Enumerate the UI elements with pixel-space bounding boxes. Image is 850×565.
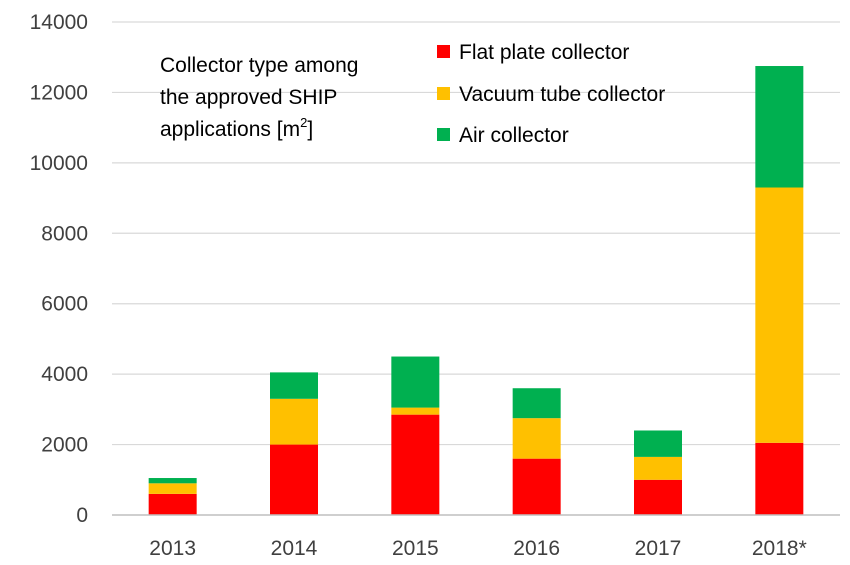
y-tick-label-4000: 4000 bbox=[41, 363, 88, 386]
legend-swatch-vacuum-tube bbox=[437, 87, 450, 100]
bar-vacuum-tube-collector-2014 bbox=[270, 398, 318, 445]
x-tick-label-2017: 2017 bbox=[635, 537, 682, 560]
legend-swatch-air bbox=[437, 128, 450, 141]
legend-label-air: Air collector bbox=[459, 124, 569, 147]
bar-air-collector-2016 bbox=[512, 388, 561, 419]
bar-vacuum-tube-collector-2017 bbox=[634, 456, 682, 480]
bar-flat-plate-collector-2018 bbox=[755, 442, 804, 515]
bar-flat-plate-collector-2016 bbox=[512, 458, 561, 515]
chart-title-superscript: 2 bbox=[300, 115, 307, 130]
y-tick-label-8000: 8000 bbox=[41, 222, 88, 245]
bar-air-collector-2013 bbox=[148, 478, 197, 484]
bar-vacuum-tube-collector-2015 bbox=[391, 407, 440, 415]
x-tick-label-2015: 2015 bbox=[392, 537, 439, 560]
bar-air-collector-2015 bbox=[391, 356, 440, 408]
bar-vacuum-tube-collector-2018 bbox=[755, 187, 804, 443]
bar-vacuum-tube-collector-2013 bbox=[148, 483, 197, 494]
chart-title-line-3: applications [m2] bbox=[160, 115, 313, 141]
bar-air-collector-2018 bbox=[755, 66, 804, 188]
y-tick-label-2000: 2000 bbox=[41, 434, 88, 457]
x-tick-label-2016: 2016 bbox=[513, 537, 560, 560]
legend-swatch-flat-plate bbox=[437, 45, 450, 58]
legend-label-flat-plate: Flat plate collector bbox=[459, 41, 629, 64]
legend: Flat plate collector Vacuum tube collect… bbox=[437, 41, 665, 147]
y-tick-label-12000: 12000 bbox=[30, 81, 88, 104]
y-tick-label-0: 0 bbox=[76, 504, 88, 527]
chart-title-line-3-text: applications [m bbox=[160, 118, 300, 141]
bar-air-collector-2017 bbox=[634, 430, 682, 457]
x-tick-label-2018: 2018* bbox=[752, 537, 807, 560]
chart-title-line-3-end: ] bbox=[307, 118, 313, 141]
legend-label-vacuum-tube: Vacuum tube collector bbox=[459, 83, 665, 106]
axis-layer: 0 2000 4000 6000 8000 10000 12000 14000 2013 2014… bbox=[30, 11, 840, 560]
x-tick-label-2014: 2014 bbox=[271, 537, 318, 560]
chart-title-line-2: the approved SHIP bbox=[160, 86, 337, 109]
bar-flat-plate-collector-2017 bbox=[634, 479, 682, 515]
bar-flat-plate-collector-2015 bbox=[391, 414, 440, 515]
chart-title-line-1: Collector type among bbox=[160, 54, 358, 77]
chart-title: Collector type among the approved SHIP a… bbox=[160, 54, 358, 141]
y-tick-label-6000: 6000 bbox=[41, 293, 88, 316]
y-tick-label-14000: 14000 bbox=[30, 11, 88, 34]
y-tick-label-10000: 10000 bbox=[30, 152, 88, 175]
bar-layer bbox=[148, 66, 804, 515]
x-tick-label-2013: 2013 bbox=[149, 537, 196, 560]
grid-layer bbox=[112, 21, 840, 446]
bar-flat-plate-collector-2014 bbox=[270, 444, 318, 515]
bar-air-collector-2014 bbox=[270, 372, 318, 399]
bar-flat-plate-collector-2013 bbox=[148, 493, 197, 515]
bar-vacuum-tube-collector-2016 bbox=[512, 418, 561, 459]
